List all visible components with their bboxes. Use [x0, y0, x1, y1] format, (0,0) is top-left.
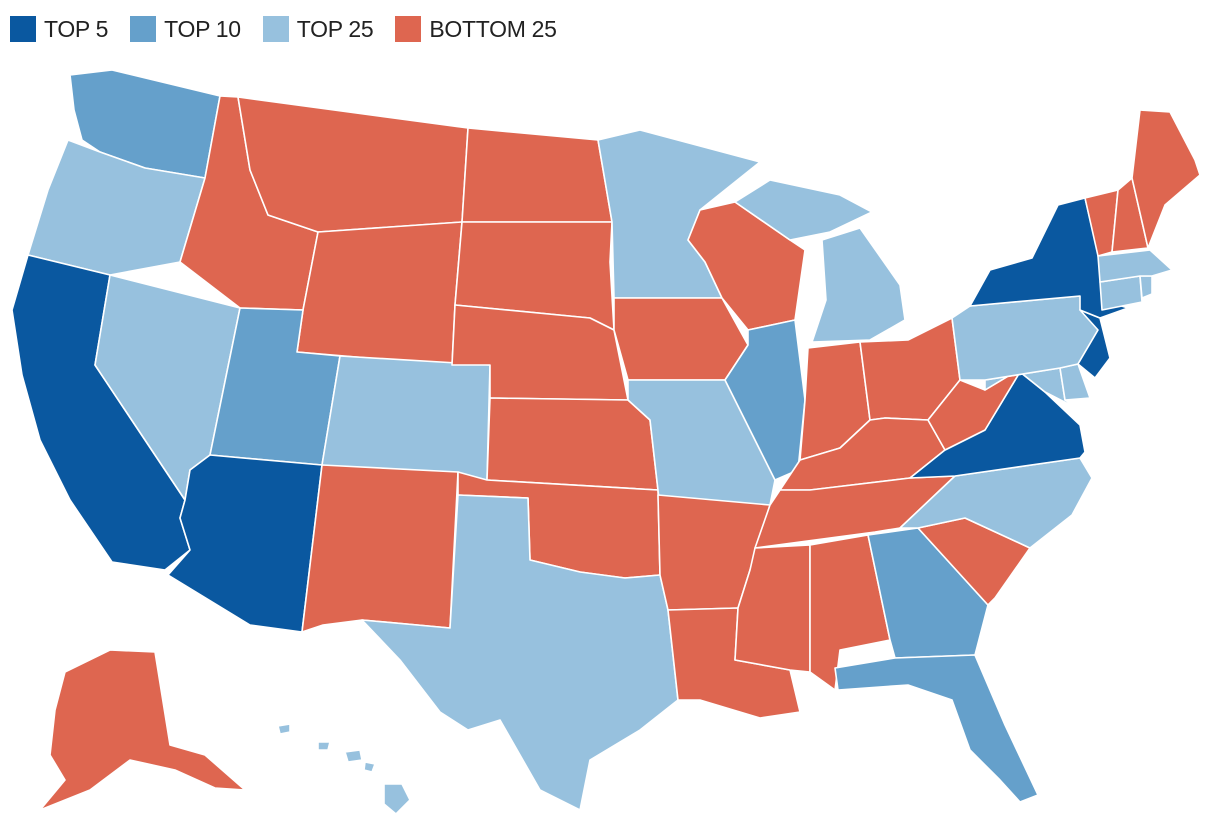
state-tx[interactable]	[361, 494, 679, 811]
state-me[interactable]	[1131, 109, 1201, 249]
state-ks[interactable]	[486, 397, 659, 491]
state-ri[interactable]	[1139, 275, 1153, 299]
state-il[interactable]	[724, 319, 806, 481]
legend-swatch-bottom25	[395, 16, 422, 42]
state-nd[interactable]	[461, 127, 613, 223]
state-ia[interactable]	[613, 297, 749, 381]
legend-swatch-top5	[10, 16, 36, 42]
state-wy[interactable]	[296, 221, 463, 366]
legend-item-top10: TOP 10	[130, 16, 241, 43]
legend-label-bottom25: BOTTOM 25	[429, 15, 557, 42]
legend-swatch-top25	[262, 16, 289, 42]
state-hi[interactable]	[277, 723, 411, 815]
state-ak[interactable]	[39, 649, 246, 811]
state-ma[interactable]	[1097, 249, 1173, 283]
legend-item-bottom25: BOTTOM 25	[395, 15, 557, 43]
legend-label-top25: TOP 25	[296, 15, 374, 42]
legend-item-top5: TOP 5	[10, 16, 108, 43]
state-az[interactable]	[167, 454, 323, 633]
state-fl[interactable]	[834, 654, 1039, 803]
legend-label-top10: TOP 10	[164, 15, 241, 42]
legend-label-top5: TOP 5	[44, 15, 109, 42]
legend-swatch-top10	[130, 16, 157, 42]
state-mi[interactable]	[734, 179, 906, 343]
legend-item-top25: TOP 25	[262, 15, 374, 43]
map-legend: TOP 5 TOP 10 TOP 25 BOTTOM 25	[10, 14, 557, 44]
state-mt[interactable]	[237, 96, 469, 233]
state-co[interactable]	[321, 355, 491, 481]
state-nm[interactable]	[301, 464, 459, 633]
